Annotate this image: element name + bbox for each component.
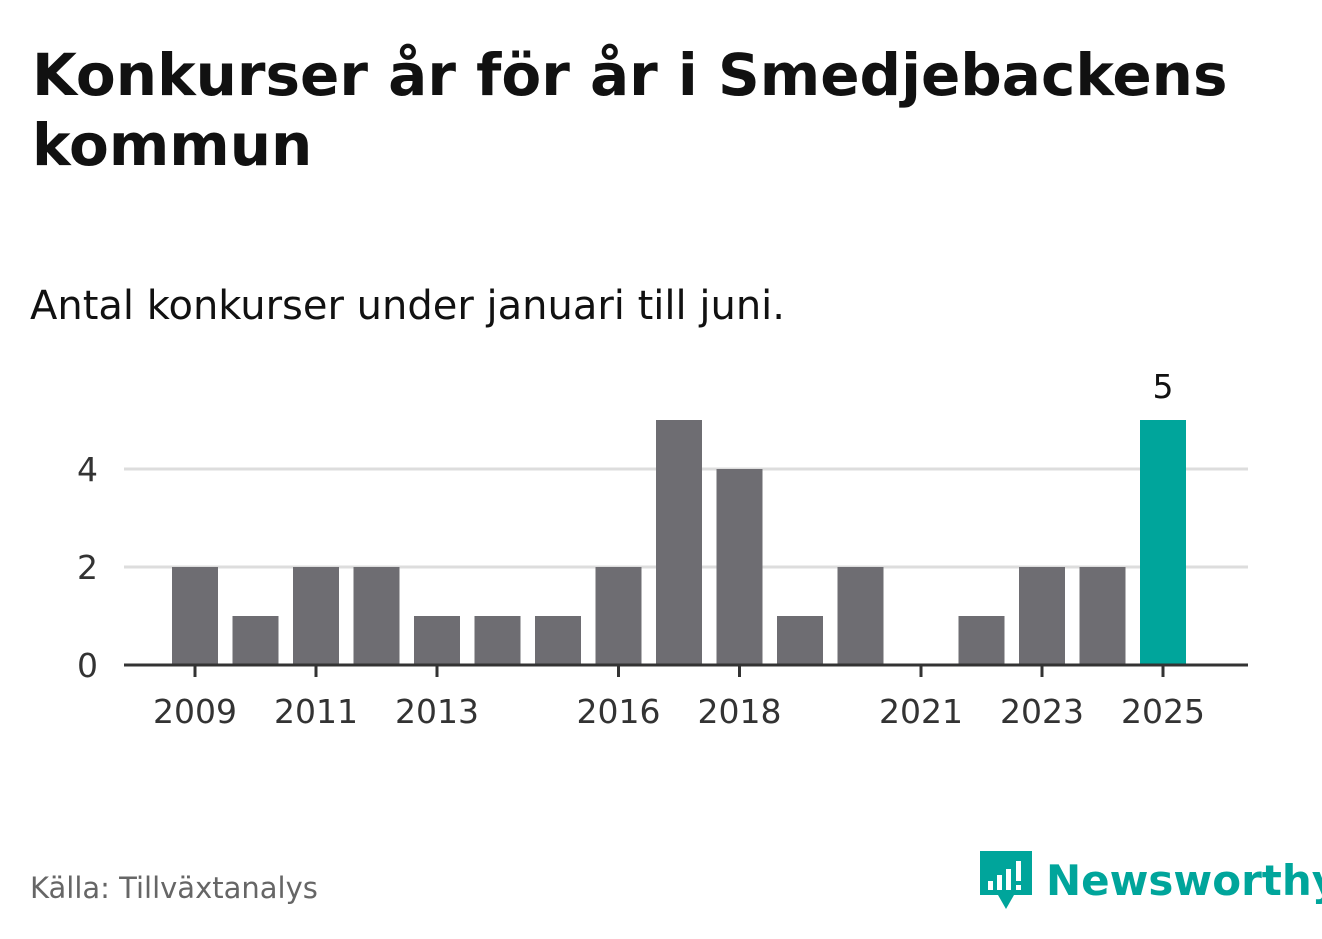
data-label-2025: 5 — [1153, 367, 1174, 406]
y-tick-label: 2 — [77, 548, 98, 587]
chart-title: Konkurser år för år i Smedjebackens komm… — [32, 41, 1228, 179]
brand-logo: Newsworthy — [980, 848, 1322, 914]
bar-2011 — [293, 567, 339, 665]
y-tick-label: 0 — [77, 646, 98, 685]
bar-2023 — [1019, 567, 1065, 665]
bar-2020 — [837, 567, 884, 665]
bar-2016 — [595, 567, 642, 665]
axes — [124, 663, 1248, 677]
bar-2022 — [958, 616, 1005, 665]
chart-subtitle: Antal konkurser under januari till juni. — [30, 283, 785, 329]
x-tick-label: 2021 — [879, 692, 963, 731]
bar-2013 — [414, 616, 460, 665]
brand-name: Newsworthy — [1046, 856, 1322, 905]
x-tick-label: 2016 — [577, 692, 661, 731]
bar-2009 — [172, 567, 218, 665]
bar-2018 — [716, 469, 763, 665]
source-note: Källa: Tillväxtanalys — [30, 871, 318, 905]
bar-2024 — [1079, 567, 1126, 665]
bar-2012 — [353, 567, 400, 665]
x-tick-label: 2025 — [1121, 692, 1205, 731]
x-tick-label: 2011 — [274, 692, 358, 731]
bar-2019 — [777, 616, 823, 665]
labels: 0 2 4 5 2009 2011 2013 2016 2018 2021 2023 2025 — [77, 367, 1205, 731]
x-tick-label: 2013 — [395, 692, 479, 731]
x-tick-label: 2023 — [1000, 692, 1084, 731]
bars — [172, 420, 1186, 665]
bar-2025 — [1140, 420, 1186, 665]
bar-2010 — [232, 616, 279, 665]
bar-chart-speech-bubble-icon — [980, 851, 1032, 909]
bar-2014 — [474, 616, 521, 665]
y-tick-label: 4 — [77, 450, 98, 489]
bar-2015 — [535, 616, 581, 665]
x-tick-label: 2018 — [698, 692, 782, 731]
bar-2017 — [656, 420, 702, 665]
bar-chart: 0 2 4 5 2009 2011 2013 2016 2018 2021 2023 2025 — [77, 367, 1248, 731]
x-tick-label: 2009 — [153, 692, 237, 731]
